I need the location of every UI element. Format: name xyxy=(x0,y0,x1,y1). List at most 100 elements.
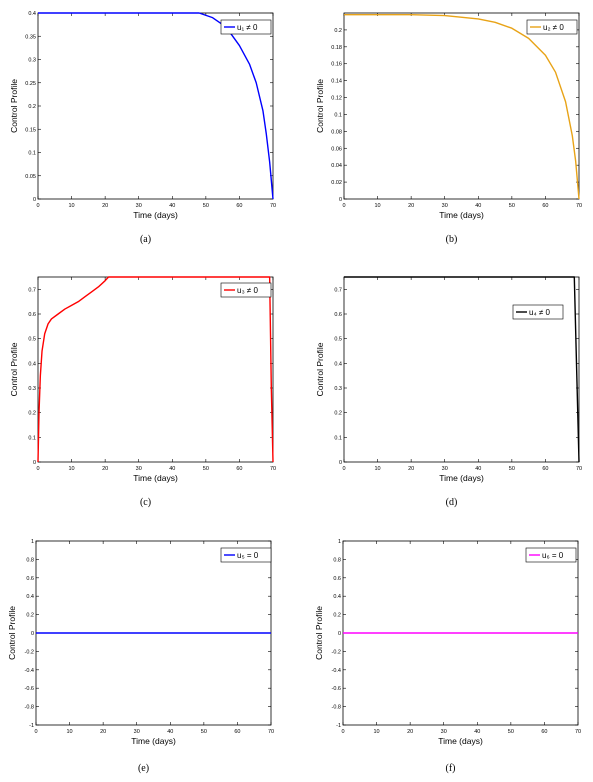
subfigure-caption: (b) xyxy=(446,234,458,245)
y-axis-label: Control Profile xyxy=(7,606,17,660)
x-tick-label: 60 xyxy=(236,203,242,209)
x-tick-label: 20 xyxy=(102,203,108,209)
y-tick-label: -0.4 xyxy=(332,668,341,674)
y-axis-label: Control Profile xyxy=(315,79,325,133)
x-tick-label: 40 xyxy=(474,729,480,735)
x-tick-label: 10 xyxy=(67,729,73,735)
y-tick-label: 0.2 xyxy=(334,411,342,417)
y-tick-label: 0.04 xyxy=(331,163,342,169)
y-tick-label: 0 xyxy=(33,460,36,466)
x-tick-label: 70 xyxy=(575,729,581,735)
x-axis-label: Time (days) xyxy=(133,210,178,220)
x-axis-label: Time (days) xyxy=(439,210,484,220)
y-tick-label: 0.1 xyxy=(334,112,342,118)
x-tick-label: 60 xyxy=(234,729,240,735)
x-tick-label: 20 xyxy=(408,203,414,209)
series-line xyxy=(344,276,580,463)
x-tick-label: 20 xyxy=(102,466,108,472)
series-line xyxy=(37,276,274,463)
y-tick-label: 0.1 xyxy=(28,151,36,157)
y-tick-label: 0.12 xyxy=(331,96,342,102)
legend-box xyxy=(526,19,578,35)
y-tick-label: 0.6 xyxy=(26,576,34,582)
x-tick-label: 60 xyxy=(541,729,547,735)
y-tick-label: 0.4 xyxy=(26,594,34,600)
x-tick-label: 40 xyxy=(169,203,175,209)
y-tick-label: 0.2 xyxy=(26,613,34,619)
legend-label: u₄ ≠ 0 xyxy=(529,308,551,317)
y-axis-label: Control Profile xyxy=(314,606,324,660)
x-tick-label: 20 xyxy=(100,729,106,735)
x-tick-label: 50 xyxy=(508,729,514,735)
y-tick-label: 0.18 xyxy=(331,45,342,51)
y-tick-label: 0.1 xyxy=(28,435,36,441)
y-tick-label: -0.2 xyxy=(332,649,341,655)
y-tick-label: 1 xyxy=(31,539,34,545)
y-tick-label: 0.1 xyxy=(334,435,342,441)
x-tick-label: 10 xyxy=(69,466,75,472)
y-tick-label: 0.25 xyxy=(25,81,36,87)
x-tick-label: 0 xyxy=(34,729,37,735)
y-tick-label: 0.3 xyxy=(28,58,36,64)
y-axis-label: Control Profile xyxy=(9,79,19,133)
legend-box xyxy=(220,282,272,298)
x-tick-label: 40 xyxy=(167,729,173,735)
x-tick-label: 30 xyxy=(136,203,142,209)
y-tick-label: 0.2 xyxy=(333,613,341,619)
legend-label: u₅ = 0 xyxy=(237,551,259,560)
y-tick-label: 0 xyxy=(33,197,36,203)
x-tick-label: 40 xyxy=(169,466,175,472)
y-tick-label: 1 xyxy=(338,539,341,545)
y-tick-label: 0.4 xyxy=(28,11,36,17)
y-tick-label: 0.4 xyxy=(333,594,341,600)
x-tick-label: 10 xyxy=(69,203,75,209)
y-tick-label: 0.6 xyxy=(334,312,342,318)
series-line xyxy=(38,12,274,200)
legend-box xyxy=(220,547,272,563)
y-tick-label: -0.4 xyxy=(25,668,34,674)
x-tick-label: 30 xyxy=(442,466,448,472)
y-tick-label: 0.5 xyxy=(28,337,36,343)
y-tick-label: 0.3 xyxy=(28,386,36,392)
x-tick-label: 30 xyxy=(441,729,447,735)
y-tick-label: 0.4 xyxy=(334,361,342,367)
x-tick-label: 60 xyxy=(542,203,548,209)
x-tick-label: 0 xyxy=(36,466,39,472)
x-tick-label: 10 xyxy=(375,466,381,472)
x-tick-label: 60 xyxy=(236,466,242,472)
y-tick-label: 0.2 xyxy=(28,104,36,110)
x-axis-label: Time (days) xyxy=(133,473,178,483)
y-axis-label: Control Profile xyxy=(315,342,325,396)
x-tick-label: 30 xyxy=(136,466,142,472)
legend-label: u₆ = 0 xyxy=(542,551,564,560)
y-tick-label: -1 xyxy=(336,723,341,729)
x-tick-label: 10 xyxy=(374,729,380,735)
y-tick-label: 0 xyxy=(338,631,341,637)
x-tick-label: 50 xyxy=(201,729,207,735)
x-tick-label: 60 xyxy=(542,466,548,472)
plot-frame xyxy=(343,12,580,200)
plot-frame xyxy=(37,12,274,200)
y-tick-label: 0.6 xyxy=(333,576,341,582)
y-tick-label: -0.8 xyxy=(332,705,341,711)
legend-label: u₃ ≠ 0 xyxy=(237,286,259,295)
y-tick-label: 0 xyxy=(31,631,34,637)
y-tick-label: -0.2 xyxy=(25,649,34,655)
x-axis-label: Time (days) xyxy=(439,473,484,483)
y-tick-label: 0.7 xyxy=(334,287,342,293)
x-tick-label: 50 xyxy=(203,466,209,472)
y-tick-label: 0.14 xyxy=(331,79,342,85)
legend-label: u₂ ≠ 0 xyxy=(543,23,564,32)
legend-box xyxy=(512,304,564,320)
y-tick-label: 0.7 xyxy=(28,287,36,293)
x-axis-label: Time (days) xyxy=(131,736,176,746)
y-tick-label: 0.8 xyxy=(26,557,34,563)
x-tick-label: 0 xyxy=(341,729,344,735)
y-tick-label: 0.06 xyxy=(331,146,342,152)
y-tick-label: -0.6 xyxy=(332,686,341,692)
x-tick-label: 30 xyxy=(134,729,140,735)
x-tick-label: 70 xyxy=(270,203,276,209)
x-tick-label: 50 xyxy=(203,203,209,209)
